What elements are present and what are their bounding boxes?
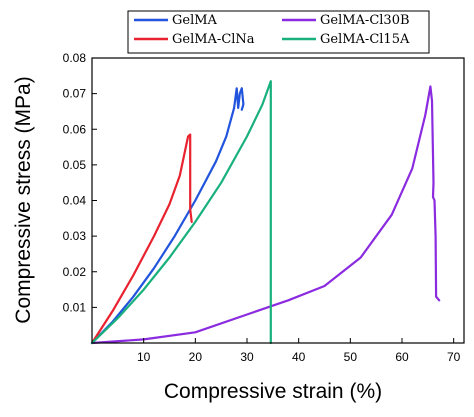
y-axis-title: Compressive stress (MPa): [12, 76, 35, 323]
legend-box: [127, 10, 430, 54]
series-line-gelma-cl30b: [90, 85, 441, 345]
x-tick-label: 50: [344, 350, 358, 364]
series-line-gelma-clna: [90, 133, 193, 345]
series-line-gelma-cl15a: [90, 80, 272, 345]
x-tick-label: 20: [189, 350, 203, 364]
legend-label: GelMA-Cl15A: [320, 32, 410, 47]
series-line-gelma: [90, 87, 245, 345]
x-tick-label: 30: [240, 350, 254, 364]
x-tick-label: 60: [395, 350, 409, 364]
plot-area: 10 20 30 40 50 60 70 0.01 0.02 0.03 0.04 0.05 0.06 0.…: [63, 51, 465, 364]
y-tick-label: 0.07: [63, 87, 87, 101]
x-tick-label: 40: [292, 350, 306, 364]
y-tick-label: 0.06: [63, 122, 87, 136]
y-tick-label: 0.08: [63, 51, 87, 65]
legend: GelMA GelMA-ClNa GelMA-Cl30B GelMA-Cl15A: [127, 10, 430, 54]
y-tick-label: 0.04: [63, 194, 87, 208]
legend-label: GelMA: [172, 13, 218, 28]
x-axis-title: Compressive strain (%): [164, 380, 382, 403]
legend-label: GelMA-ClNa: [172, 32, 255, 47]
y-tick-label: 0.01: [63, 300, 87, 314]
x-tick-label: 70: [447, 350, 461, 364]
legend-label: GelMA-Cl30B: [320, 13, 410, 28]
y-tick-label: 0.05: [63, 158, 87, 172]
x-tick-label: 10: [137, 350, 151, 364]
y-tick-label: 0.02: [63, 265, 87, 279]
y-tick-label: 0.03: [63, 229, 87, 243]
plot-frame: [91, 57, 465, 344]
